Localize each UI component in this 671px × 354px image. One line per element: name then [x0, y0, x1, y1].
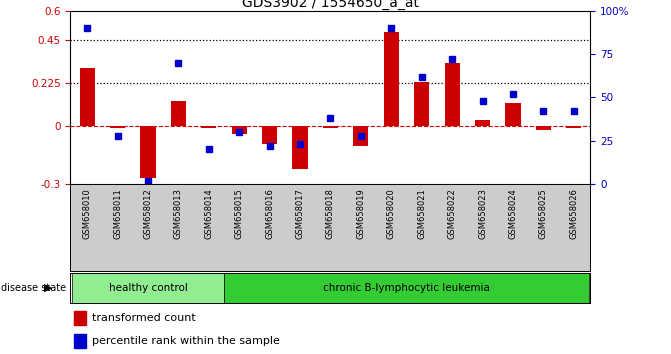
- Text: disease state: disease state: [1, 282, 66, 293]
- Bar: [80, 68, 95, 126]
- Bar: [414, 82, 429, 126]
- Text: transformed count: transformed count: [93, 313, 196, 323]
- Bar: [353, 126, 368, 145]
- Text: GSM658011: GSM658011: [113, 188, 122, 239]
- Bar: [475, 120, 490, 126]
- Title: GDS3902 / 1554650_a_at: GDS3902 / 1554650_a_at: [242, 0, 419, 10]
- Text: GSM658025: GSM658025: [539, 188, 548, 239]
- Text: GSM658022: GSM658022: [448, 188, 456, 239]
- Bar: [74, 334, 86, 348]
- Bar: [74, 312, 86, 325]
- Text: GSM658021: GSM658021: [417, 188, 426, 239]
- Text: ▶: ▶: [44, 282, 52, 293]
- Bar: [535, 126, 551, 130]
- Text: GSM658023: GSM658023: [478, 188, 487, 239]
- Bar: [110, 126, 125, 128]
- Text: GSM658014: GSM658014: [205, 188, 213, 239]
- Bar: [262, 126, 277, 144]
- Text: GSM658016: GSM658016: [265, 188, 274, 239]
- Bar: [171, 101, 186, 126]
- Bar: [566, 126, 581, 128]
- Bar: [444, 63, 460, 126]
- Text: GSM658026: GSM658026: [569, 188, 578, 239]
- Text: percentile rank within the sample: percentile rank within the sample: [93, 336, 280, 346]
- Bar: [323, 126, 338, 128]
- Text: GSM658019: GSM658019: [356, 188, 366, 239]
- Bar: [140, 126, 156, 178]
- Bar: [505, 103, 521, 126]
- Text: GSM658017: GSM658017: [295, 188, 305, 239]
- Text: GSM658010: GSM658010: [83, 188, 92, 239]
- Text: GSM658015: GSM658015: [235, 188, 244, 239]
- Text: GSM658013: GSM658013: [174, 188, 183, 239]
- Bar: [231, 126, 247, 134]
- Text: GSM658012: GSM658012: [144, 188, 152, 239]
- Text: GSM658018: GSM658018: [326, 188, 335, 239]
- Bar: [224, 273, 589, 303]
- Bar: [384, 32, 399, 126]
- Text: GSM658020: GSM658020: [386, 188, 396, 239]
- Text: GSM658024: GSM658024: [509, 188, 517, 239]
- Text: chronic B-lymphocytic leukemia: chronic B-lymphocytic leukemia: [323, 282, 490, 293]
- Text: healthy control: healthy control: [109, 282, 187, 293]
- Bar: [72, 273, 224, 303]
- Bar: [293, 126, 308, 169]
- Bar: [201, 126, 217, 128]
